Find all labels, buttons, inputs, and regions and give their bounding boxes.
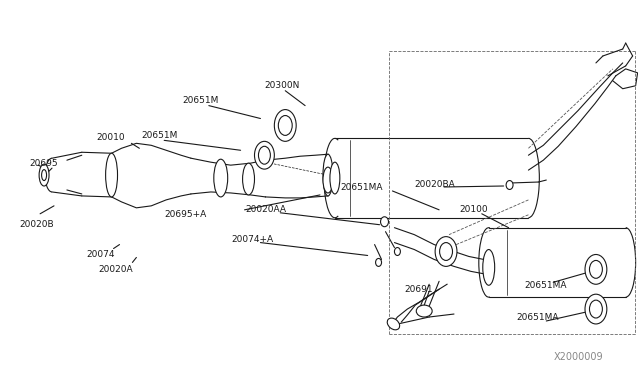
Text: X2000009: X2000009 <box>553 352 603 362</box>
Ellipse shape <box>278 116 292 135</box>
Ellipse shape <box>483 250 495 285</box>
Ellipse shape <box>394 247 401 256</box>
Ellipse shape <box>589 300 602 318</box>
Ellipse shape <box>323 154 333 196</box>
Ellipse shape <box>585 294 607 324</box>
Text: 20691: 20691 <box>404 285 433 294</box>
Ellipse shape <box>259 146 270 164</box>
Ellipse shape <box>381 217 388 227</box>
Ellipse shape <box>440 243 452 260</box>
Ellipse shape <box>585 254 607 284</box>
Text: 20651MA: 20651MA <box>341 183 383 192</box>
Text: 20074: 20074 <box>87 250 115 259</box>
Text: 20695+A: 20695+A <box>164 210 207 219</box>
Text: 20100: 20100 <box>459 205 488 214</box>
Ellipse shape <box>243 163 255 195</box>
Text: 20074+A: 20074+A <box>232 235 274 244</box>
Ellipse shape <box>106 153 118 197</box>
Text: 20020BA: 20020BA <box>414 180 455 189</box>
Ellipse shape <box>330 162 340 194</box>
Ellipse shape <box>387 318 399 330</box>
Text: 20300N: 20300N <box>264 81 300 90</box>
Text: 20010: 20010 <box>97 133 125 142</box>
Text: 20020B: 20020B <box>19 220 54 229</box>
Ellipse shape <box>214 159 228 197</box>
Text: 20020AA: 20020AA <box>246 205 287 214</box>
Text: 20651M: 20651M <box>182 96 218 105</box>
Ellipse shape <box>589 260 602 278</box>
Ellipse shape <box>39 164 49 186</box>
Ellipse shape <box>416 305 432 317</box>
Text: 20651M: 20651M <box>141 131 178 140</box>
Text: 20020A: 20020A <box>99 265 133 274</box>
Ellipse shape <box>376 259 381 266</box>
Ellipse shape <box>323 167 333 193</box>
Ellipse shape <box>255 141 275 169</box>
Ellipse shape <box>506 180 513 189</box>
Text: 20651MA: 20651MA <box>516 312 559 321</box>
Ellipse shape <box>435 237 457 266</box>
Ellipse shape <box>275 110 296 141</box>
Ellipse shape <box>42 170 47 180</box>
Text: 20695: 20695 <box>29 159 58 168</box>
Text: 20651MA: 20651MA <box>524 281 567 290</box>
